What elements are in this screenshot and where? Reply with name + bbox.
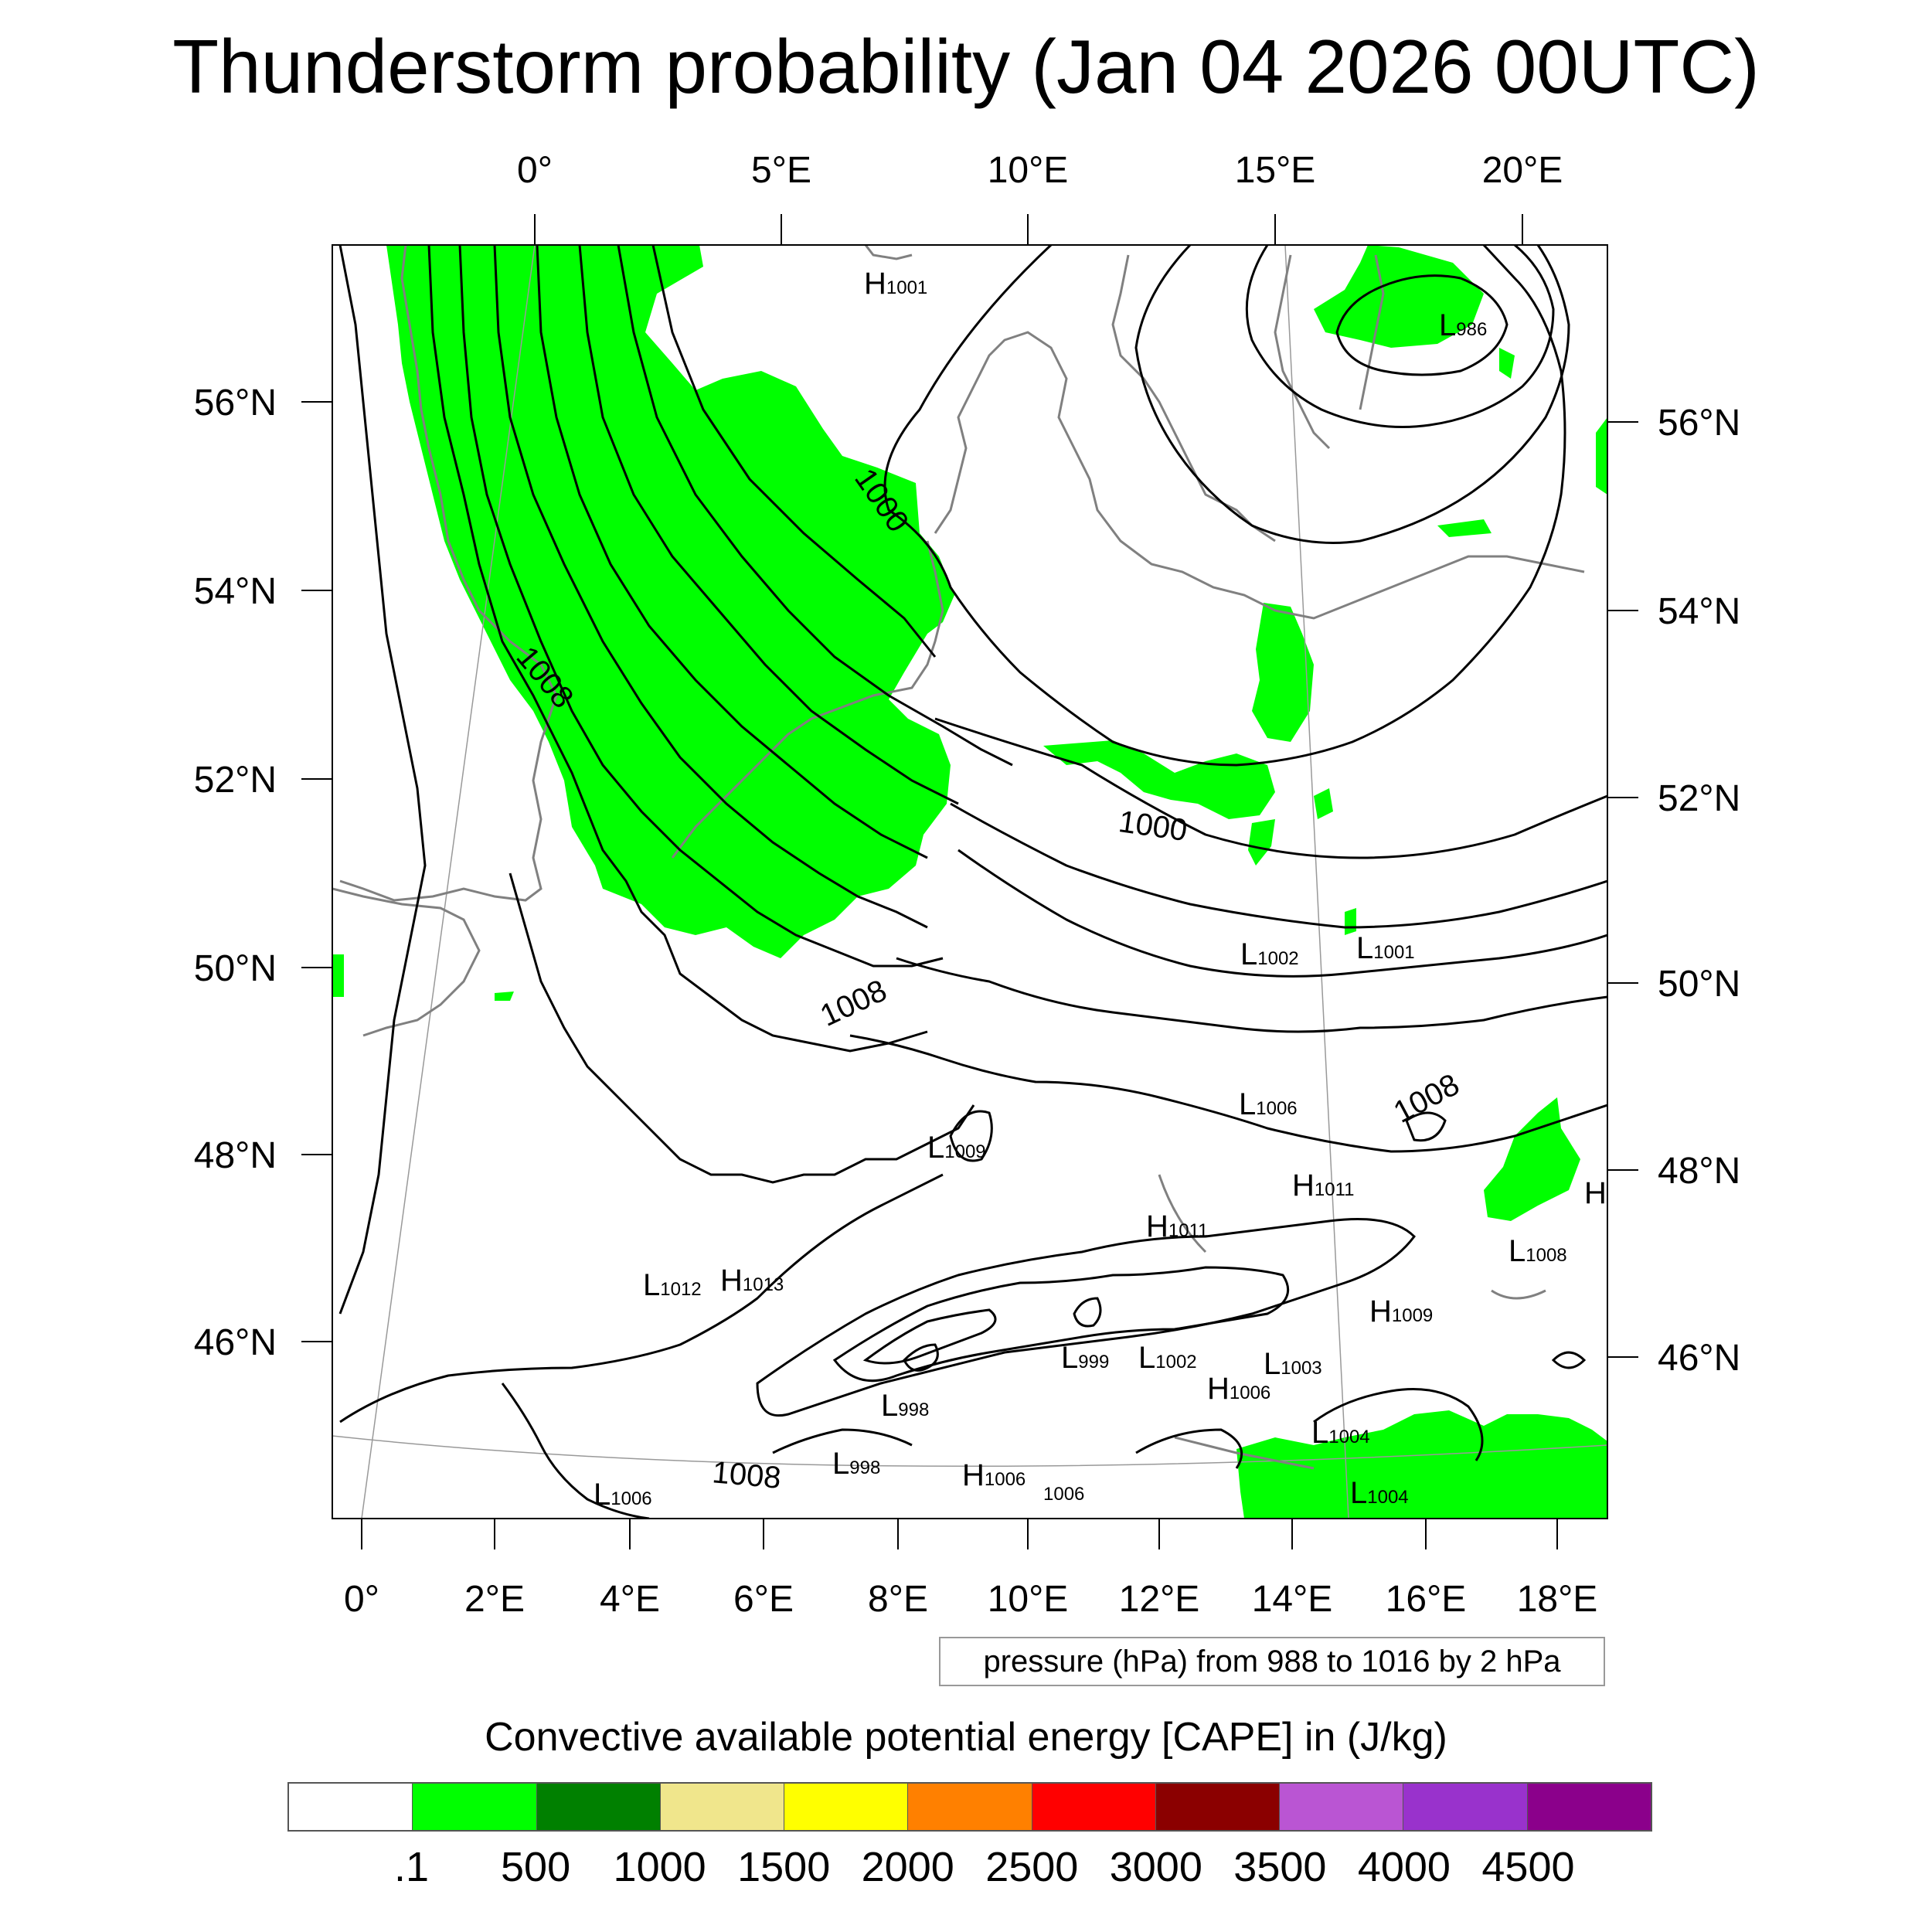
pressure-center: H1013 bbox=[720, 1264, 784, 1298]
pressure-center: H1006 bbox=[962, 1458, 1026, 1492]
contour-label: 1008 bbox=[711, 1455, 782, 1495]
pressure-center: H1009 bbox=[1369, 1294, 1433, 1328]
lat-label: 52°N bbox=[194, 760, 277, 801]
pressure-center: L986 bbox=[1439, 308, 1487, 342]
pressure-center: L1012 bbox=[643, 1268, 702, 1302]
pressure-center: L998 bbox=[832, 1447, 880, 1481]
colorbar-tick-label: 2500 bbox=[985, 1844, 1079, 1890]
lon-label: 2°E bbox=[464, 1579, 525, 1620]
pressure-center: L1003 bbox=[1264, 1347, 1322, 1381]
pressure-center: L1009 bbox=[927, 1131, 986, 1165]
colorbar-swatch bbox=[908, 1784, 1032, 1830]
pressure-center: L1004 bbox=[1350, 1476, 1409, 1510]
colorbar-tick-label: 3000 bbox=[1109, 1844, 1202, 1890]
pressure-center: L1004 bbox=[1311, 1416, 1370, 1450]
graticule bbox=[332, 245, 1607, 1519]
lat-label: 50°N bbox=[1658, 964, 1740, 1005]
lat-label: 52°N bbox=[1658, 778, 1740, 819]
pressure-center: H1011 bbox=[1292, 1168, 1355, 1202]
contour-label: 1008 bbox=[815, 973, 892, 1032]
map-title: Thunderstorm probability (Jan 04 2026 00… bbox=[172, 24, 1760, 109]
pressure-center: L1006 bbox=[1239, 1087, 1298, 1121]
isobars bbox=[338, 245, 1607, 1519]
pressure-center: H1006 bbox=[1207, 1372, 1270, 1406]
lat-label: 54°N bbox=[194, 571, 277, 612]
lat-label: 50°N bbox=[194, 948, 277, 989]
lon-label: 18°E bbox=[1517, 1579, 1598, 1620]
colorbar-tick-label: 2000 bbox=[861, 1844, 954, 1890]
lat-label: 56°N bbox=[1658, 403, 1740, 444]
lat-label: 46°N bbox=[194, 1322, 277, 1363]
pressure-center: L998 bbox=[881, 1389, 929, 1423]
pressure-center: L1001 bbox=[1356, 931, 1415, 965]
colorbar-swatch bbox=[784, 1784, 909, 1830]
lon-label: 12°E bbox=[1119, 1579, 1200, 1620]
lat-label: 48°N bbox=[1658, 1151, 1740, 1192]
colorbar-swatch bbox=[413, 1784, 537, 1830]
colorbar-swatch bbox=[660, 1784, 785, 1830]
lat-label: 54°N bbox=[1658, 591, 1740, 632]
lon-label: 6°E bbox=[733, 1579, 794, 1620]
lon-label: 16°E bbox=[1386, 1579, 1467, 1620]
lon-label: 5°E bbox=[751, 150, 811, 191]
colorbar-tick-label: 1000 bbox=[613, 1844, 706, 1890]
pressure-center: H1001 bbox=[864, 267, 927, 301]
pressure-centers: H1001 L986 L1002 L1001 L1006 L1009 H1011… bbox=[594, 267, 1607, 1512]
colorbar-swatch bbox=[1155, 1784, 1281, 1830]
colorbar-swatch bbox=[1032, 1784, 1156, 1830]
map-frame bbox=[332, 244, 1608, 1519]
colorbar-swatch bbox=[1527, 1784, 1651, 1830]
lon-label: 10°E bbox=[988, 150, 1069, 191]
contour-label: 1000 bbox=[1117, 804, 1189, 848]
lon-label: 20°E bbox=[1482, 150, 1563, 191]
pressure-info-box: pressure (hPa) from 988 to 1016 by 2 hPa bbox=[939, 1637, 1605, 1686]
lon-label: 4°E bbox=[600, 1579, 660, 1620]
cape-fill-areas bbox=[332, 245, 1607, 1519]
left-lat-labels: 56°N 54°N 52°N 50°N 48°N 46°N bbox=[194, 383, 277, 1363]
colorbar-tick-label: 4500 bbox=[1481, 1844, 1575, 1890]
pressure-center: L1002 bbox=[1138, 1341, 1197, 1375]
pressure-center: L999 bbox=[1061, 1341, 1109, 1375]
colorbar-tick-label: 1500 bbox=[737, 1844, 831, 1890]
coastlines bbox=[332, 245, 1585, 1470]
bottom-lon-labels: 0° 2°E 4°E 6°E 8°E 10°E 12°E 14°E 16°E 1… bbox=[344, 1579, 1597, 1620]
colorbar-swatch bbox=[289, 1784, 413, 1830]
colorbar-swatch bbox=[1280, 1784, 1404, 1830]
colorbar-tick-label: 3500 bbox=[1233, 1844, 1327, 1890]
colorbar-swatch bbox=[536, 1784, 661, 1830]
lat-label: 56°N bbox=[194, 383, 277, 423]
colorbar-tick-label: .1 bbox=[394, 1844, 430, 1890]
pressure-center: L1008 bbox=[1509, 1234, 1567, 1268]
colorbar-swatch bbox=[1403, 1784, 1528, 1830]
contour-label: 1008 bbox=[1388, 1067, 1464, 1130]
colorbar-tick-labels: .1 500 1000 1500 2000 2500 3000 3500 4000 4500 bbox=[0, 1843, 1932, 1897]
lat-label: 48°N bbox=[194, 1135, 277, 1176]
lon-label: 10°E bbox=[988, 1579, 1069, 1620]
colorbar-tick-label: 500 bbox=[501, 1844, 571, 1890]
colorbar-tick-label: 4000 bbox=[1357, 1844, 1451, 1890]
lon-label: 0° bbox=[517, 150, 553, 191]
lat-label: 46°N bbox=[1658, 1338, 1740, 1379]
top-lon-labels: 0° 5°E 10°E 15°E 20°E bbox=[517, 150, 1563, 191]
colorbar-title: Convective available potential energy [C… bbox=[485, 1715, 1447, 1760]
pressure-center: H1011 bbox=[1146, 1209, 1209, 1243]
pressure-center: H bbox=[1584, 1176, 1607, 1210]
lon-label: 8°E bbox=[868, 1579, 928, 1620]
pressure-center: L1002 bbox=[1240, 937, 1299, 971]
right-lat-labels: 56°N 54°N 52°N 50°N 48°N 46°N bbox=[1658, 403, 1740, 1379]
pressure-center: 1006 bbox=[1043, 1484, 1084, 1505]
lon-label: 15°E bbox=[1235, 150, 1316, 191]
lon-label: 14°E bbox=[1252, 1579, 1333, 1620]
pressure-center: L1006 bbox=[594, 1478, 652, 1512]
cape-colorbar bbox=[287, 1782, 1652, 1832]
lon-label: 0° bbox=[344, 1579, 379, 1620]
axis-ticks bbox=[301, 214, 1638, 1549]
